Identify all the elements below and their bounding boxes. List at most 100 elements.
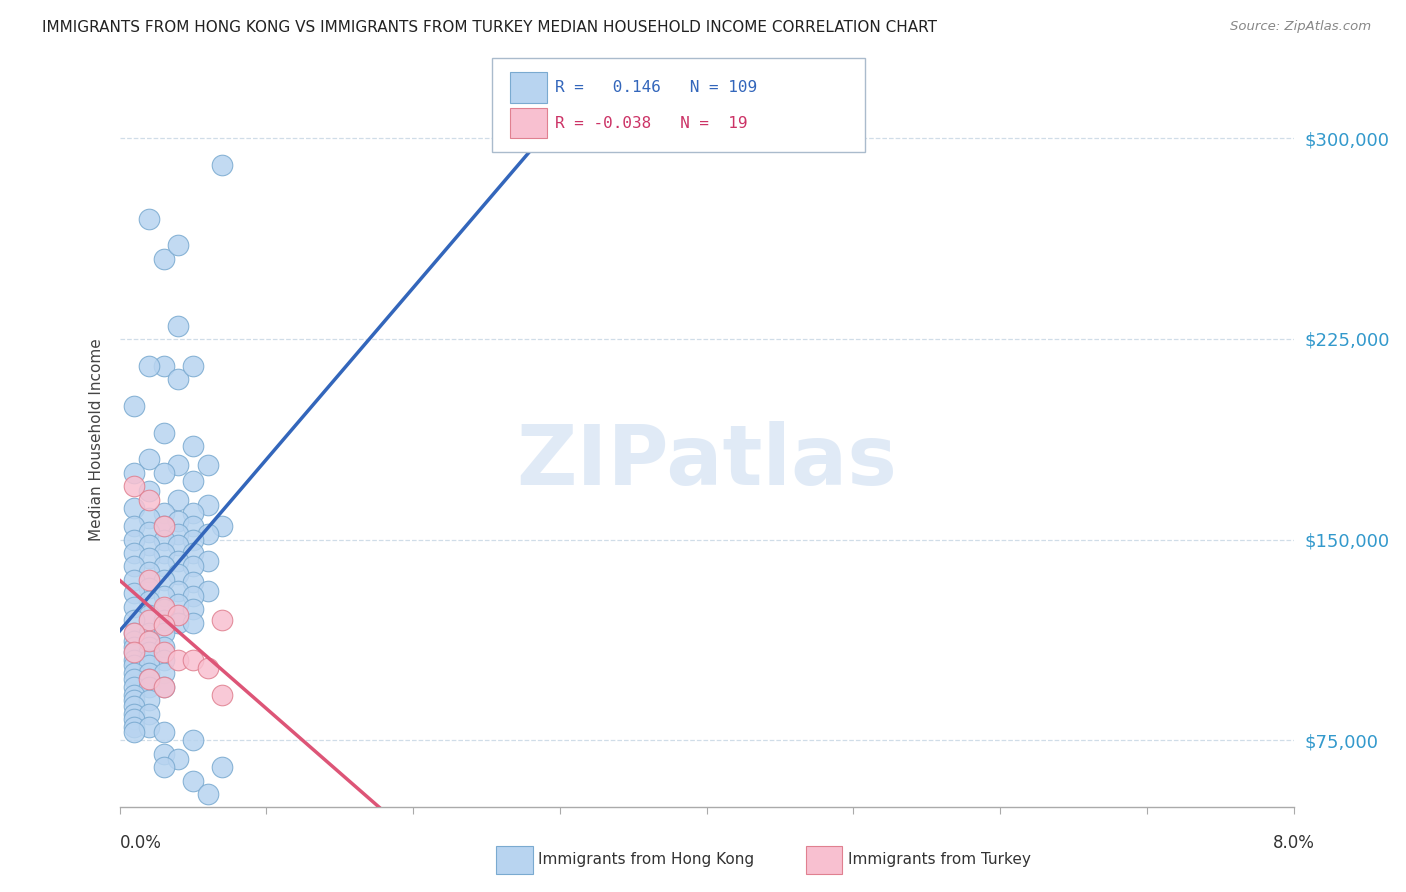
Point xyxy=(152,725,174,739)
Point xyxy=(138,607,160,622)
Point xyxy=(197,458,219,472)
Point xyxy=(152,626,174,640)
Point xyxy=(181,615,204,630)
Point xyxy=(167,752,190,766)
Point xyxy=(181,533,204,547)
Point xyxy=(122,613,145,627)
Point xyxy=(152,645,174,659)
Point xyxy=(167,653,190,667)
Point xyxy=(197,583,219,598)
Point xyxy=(138,613,160,627)
Point xyxy=(152,680,174,694)
Point xyxy=(152,573,174,587)
Point xyxy=(152,252,174,266)
Point xyxy=(167,583,190,598)
Point xyxy=(122,399,145,413)
Point xyxy=(152,666,174,681)
Point xyxy=(197,527,219,541)
Point xyxy=(167,514,190,528)
Point xyxy=(122,712,145,726)
Point xyxy=(181,439,204,453)
Point xyxy=(138,680,160,694)
Point xyxy=(167,492,190,507)
Point xyxy=(152,680,174,694)
Point xyxy=(152,653,174,667)
Point xyxy=(122,479,145,493)
Point xyxy=(197,661,219,675)
Point xyxy=(152,613,174,627)
Point xyxy=(122,533,145,547)
Point xyxy=(122,720,145,734)
Point xyxy=(138,640,160,654)
Point xyxy=(138,658,160,673)
Point xyxy=(122,626,145,640)
Point xyxy=(167,372,190,386)
Point xyxy=(138,359,160,373)
Point xyxy=(181,474,204,488)
Point xyxy=(152,602,174,616)
Point xyxy=(138,626,160,640)
Point xyxy=(197,498,219,512)
Point xyxy=(211,688,233,702)
Point xyxy=(138,524,160,539)
Point xyxy=(122,466,145,480)
Text: IMMIGRANTS FROM HONG KONG VS IMMIGRANTS FROM TURKEY MEDIAN HOUSEHOLD INCOME CORR: IMMIGRANTS FROM HONG KONG VS IMMIGRANTS … xyxy=(42,20,938,35)
Point xyxy=(138,634,160,648)
Point xyxy=(138,634,160,648)
Point xyxy=(122,672,145,686)
Point xyxy=(122,500,145,515)
Point xyxy=(122,658,145,673)
Point xyxy=(138,211,160,226)
Point xyxy=(181,773,204,788)
Point xyxy=(181,589,204,603)
Point xyxy=(181,359,204,373)
Point xyxy=(122,653,145,667)
Point xyxy=(181,653,204,667)
Point xyxy=(152,747,174,761)
Point xyxy=(152,519,174,533)
Point xyxy=(138,693,160,707)
Point xyxy=(122,688,145,702)
Point xyxy=(138,653,160,667)
Point xyxy=(211,519,233,533)
Point xyxy=(181,519,204,533)
Point xyxy=(122,519,145,533)
Point xyxy=(122,706,145,721)
Point xyxy=(122,645,145,659)
Point xyxy=(122,546,145,560)
Point xyxy=(167,238,190,252)
Point xyxy=(138,581,160,595)
Point xyxy=(211,613,233,627)
Point xyxy=(181,575,204,590)
Point xyxy=(122,666,145,681)
Point xyxy=(152,760,174,774)
Point xyxy=(122,645,145,659)
Point xyxy=(122,599,145,614)
Point xyxy=(181,546,204,560)
Y-axis label: Median Household Income: Median Household Income xyxy=(89,338,104,541)
Point xyxy=(167,318,190,333)
Point xyxy=(181,506,204,520)
Point xyxy=(197,554,219,568)
Point xyxy=(167,458,190,472)
Point xyxy=(181,559,204,574)
Point xyxy=(152,533,174,547)
Point xyxy=(138,511,160,525)
Point xyxy=(138,573,160,587)
Point xyxy=(122,626,145,640)
Point xyxy=(138,706,160,721)
Point xyxy=(138,666,160,681)
Point xyxy=(138,538,160,552)
Point xyxy=(152,546,174,560)
Point xyxy=(138,645,160,659)
Point xyxy=(122,698,145,713)
Point xyxy=(167,607,190,622)
Point xyxy=(152,506,174,520)
Point xyxy=(152,559,174,574)
Text: Immigrants from Hong Kong: Immigrants from Hong Kong xyxy=(538,853,755,867)
Text: R =   0.146   N = 109: R = 0.146 N = 109 xyxy=(555,80,758,95)
Point xyxy=(197,787,219,801)
Point xyxy=(152,599,174,614)
Text: 0.0%: 0.0% xyxy=(120,834,162,852)
Point xyxy=(138,594,160,608)
